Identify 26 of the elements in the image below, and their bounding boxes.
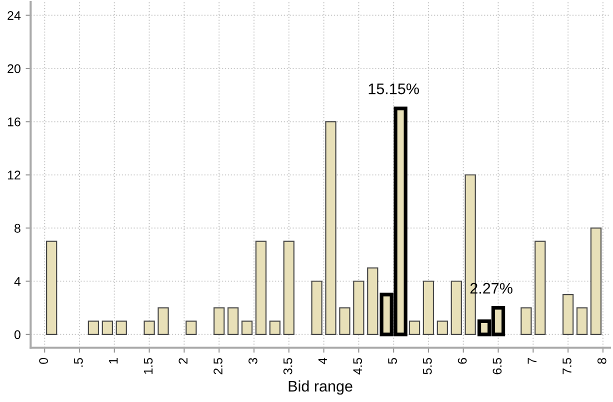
x-tick-label: 0 — [39, 358, 48, 364]
x-tick-label: 5.5 — [423, 358, 432, 374]
x-tick-label: 4 — [318, 358, 328, 364]
x-tick-label: 3 — [248, 358, 258, 364]
x-tick-label: 4.5 — [353, 358, 362, 375]
annotation: 15.15% — [368, 84, 419, 94]
x-tick-label: 1.5 — [144, 358, 153, 374]
x-tick-label: 2 — [178, 358, 188, 364]
x-axis-title: Bid range — [288, 380, 352, 395]
x-tick-label: 8 — [597, 358, 606, 364]
x-tick-label: 1 — [109, 358, 118, 364]
x-tick-label: 7.5 — [562, 358, 572, 374]
x-tick-label: 3.5 — [283, 358, 292, 374]
y-tick-label: 12 — [8, 170, 20, 180]
y-tick-label: 8 — [14, 224, 20, 233]
x-tick-label: 5 — [388, 358, 397, 364]
x-tick-label: 6.5 — [492, 358, 502, 374]
y-tick-label: 16 — [8, 117, 20, 126]
y-tick-label: 20 — [8, 64, 20, 74]
x-tick-label: 2.5 — [214, 358, 222, 374]
y-tick-label: 0 — [14, 330, 20, 340]
x-tick-label: 6 — [458, 358, 467, 364]
y-tick-label: 24 — [8, 11, 21, 20]
y-tick-label: 4 — [14, 277, 21, 286]
x-tick-label: 7 — [528, 358, 536, 364]
x-tick-label: .5 — [74, 358, 83, 367]
